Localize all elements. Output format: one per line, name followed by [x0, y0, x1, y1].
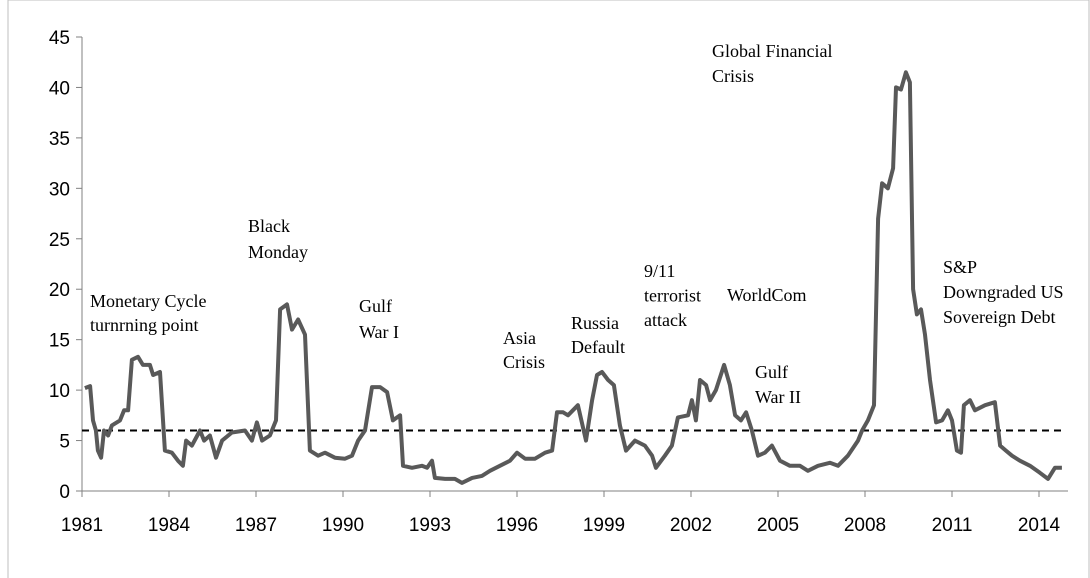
annotation: Monetary Cycle	[90, 291, 206, 311]
annotation: Crisis	[503, 352, 545, 372]
annotation: War II	[755, 387, 801, 407]
annotation: War I	[359, 322, 399, 342]
annotation: attack	[644, 310, 687, 330]
y-tick-label: 40	[49, 78, 70, 99]
x-tick-label: 2002	[670, 515, 712, 536]
annotation: Sovereign Debt	[943, 307, 1055, 327]
y-tick-label: 5	[59, 432, 70, 453]
y-tick-label: 10	[49, 381, 70, 402]
annotation: Gulf	[359, 296, 392, 316]
annotation: Russia	[571, 313, 619, 333]
x-tick-label: 1996	[496, 515, 538, 536]
y-tick-label: 30	[49, 179, 70, 200]
annotation: terrorist	[644, 286, 701, 306]
y-tick-label: 20	[49, 280, 70, 301]
x-tick-label: 1981	[61, 515, 103, 536]
annotation: Default	[571, 337, 625, 357]
annotation: WorldCom	[727, 285, 807, 305]
annotation: Monday	[248, 242, 308, 262]
x-tick-label: 1990	[322, 515, 364, 536]
annotation: Gulf	[755, 362, 788, 382]
annotation: Downgraded US	[943, 282, 1063, 302]
x-tick-label: 1987	[235, 515, 277, 536]
y-tick-label: 25	[49, 230, 70, 251]
x-tick-label: 1984	[148, 515, 191, 536]
y-tick-label: 45	[49, 28, 70, 49]
x-tick-label: 1993	[409, 515, 451, 536]
y-tick-label: 0	[59, 482, 70, 503]
annotation: S&P	[943, 257, 977, 277]
x-tick-label: 2014	[1018, 515, 1061, 536]
y-tick-label: 35	[49, 129, 70, 150]
annotation: Crisis	[712, 66, 754, 86]
x-tick-label: 1999	[583, 515, 625, 536]
annotation: 9/11	[644, 261, 675, 281]
data-line	[84, 70, 1062, 485]
annotation: Black	[248, 216, 290, 236]
x-tick-label: 2011	[932, 515, 973, 536]
annotation: Asia	[503, 328, 536, 348]
y-tick-label: 15	[49, 331, 70, 352]
x-tick-label: 2005	[757, 515, 799, 536]
chart-frame	[7, 0, 1090, 578]
annotation: turnrning point	[90, 315, 199, 335]
x-tick-label: 2008	[844, 515, 886, 536]
annotation: Global Financial	[712, 41, 832, 61]
